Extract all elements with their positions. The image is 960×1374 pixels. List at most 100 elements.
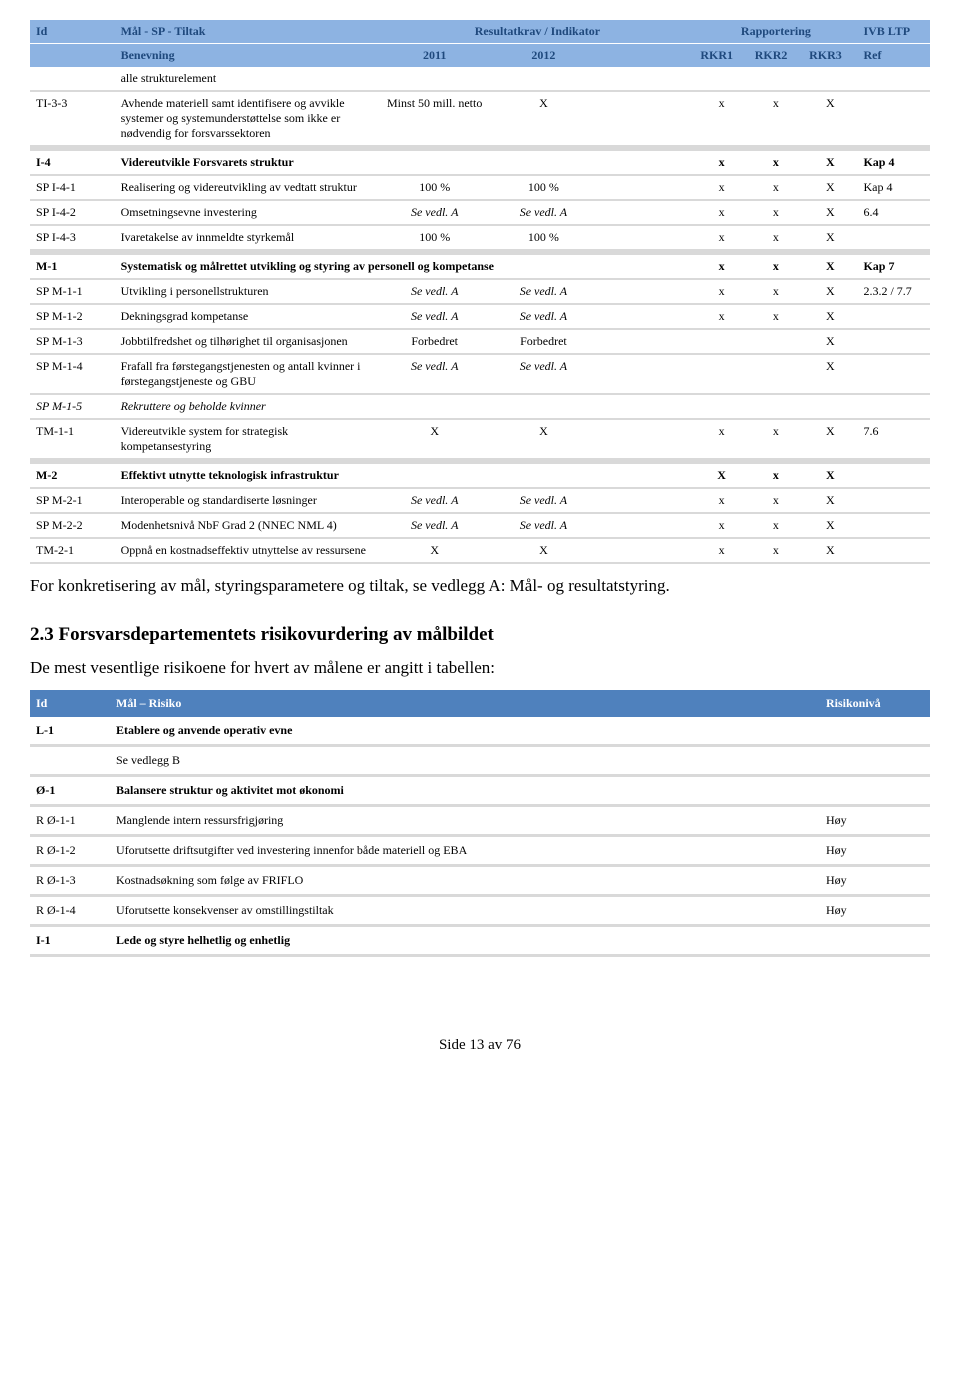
m1-r1: x: [694, 419, 748, 459]
m1-r2: [749, 329, 803, 354]
m1-ref: [857, 304, 930, 329]
m1-ex2: [646, 394, 694, 419]
m1-r1: [694, 329, 748, 354]
i4-ex1: [598, 225, 646, 250]
m2-r1: x: [694, 538, 748, 563]
m2-name: Modenhetsnivå NbF Grad 2 (NNEC NML 4): [115, 513, 381, 538]
top-row: TI-3-3Avhende materiell samt identifiser…: [30, 91, 930, 146]
risk-goal: Etablere og anvende operativ evne: [110, 717, 820, 746]
m1-id: SP M-1-3: [30, 329, 115, 354]
i4-id: SP I-4-2: [30, 200, 115, 225]
i4-name: Ivaretakelse av innmeldte styrkemål: [115, 225, 381, 250]
m1-r2: [749, 354, 803, 394]
m1-r3: [803, 394, 857, 419]
top-c2012: [489, 67, 598, 91]
m2-c2012: X: [489, 538, 598, 563]
i4-ex1: [598, 175, 646, 200]
top-r2: [749, 67, 803, 91]
m2-ex1: [598, 488, 646, 513]
i4-c2011: 100 %: [380, 175, 489, 200]
m2-r2: x: [749, 538, 803, 563]
m2-r2: x: [749, 513, 803, 538]
top-r3: [803, 67, 857, 91]
i4-row: SP I-4-2Omsetningsevne investeringSe ved…: [30, 200, 930, 225]
m1-c2012: [489, 394, 598, 419]
hdr-name: Benevning: [115, 44, 381, 68]
m1-c2012: Se vedl. A: [489, 279, 598, 304]
i4-r1: x: [694, 175, 748, 200]
m1-r3: X: [803, 329, 857, 354]
m1-r2: [749, 394, 803, 419]
m1-c2011: X: [380, 419, 489, 459]
m2-id: SP M-2-2: [30, 513, 115, 538]
m1-ref: [857, 394, 930, 419]
m1-r1: x: [694, 279, 748, 304]
risk-level: Høy: [820, 836, 930, 866]
risk-goal: Se vedlegg B: [110, 746, 820, 776]
paragraph-2: De mest vesentlige risikoene for hvert a…: [30, 658, 930, 678]
m1-ex2: [646, 279, 694, 304]
m1-id: TM-1-1: [30, 419, 115, 459]
m1-ref: 7.6: [857, 419, 930, 459]
m1-ex1: [598, 354, 646, 394]
m1-row: SP M-1-5Rekruttere og beholde kvinner: [30, 394, 930, 419]
risk-row: R Ø-1-3Kostnadsøkning som følge av FRIFL…: [30, 866, 930, 896]
top-ref: [857, 67, 930, 91]
i4-ex2: [646, 200, 694, 225]
risk-id: Ø-1: [30, 776, 110, 806]
risk-id: I-1: [30, 926, 110, 956]
hdr-goal: Mål - SP - Tiltak: [115, 20, 381, 44]
m1-r1: [694, 354, 748, 394]
m1-r1: x: [694, 304, 748, 329]
risk-header: Id Mål – Risiko Risikonivå: [30, 690, 930, 717]
m1-ex2: [646, 304, 694, 329]
risk-row: R Ø-1-4Uforutsette konsekvenser av omsti…: [30, 896, 930, 926]
top-ref: [857, 91, 930, 146]
m1-name: Utvikling i personellstrukturen: [115, 279, 381, 304]
m2-ref: [857, 488, 930, 513]
risk-id: R Ø-1-1: [30, 806, 110, 836]
m1-ex1: [598, 329, 646, 354]
m1-ref: 2.3.2 / 7.7: [857, 279, 930, 304]
m1-ref: [857, 354, 930, 394]
i4-c2012: 100 %: [489, 225, 598, 250]
m2-r3: X: [803, 538, 857, 563]
m1-row: SP M-1-1Utvikling i personellstrukturenS…: [30, 279, 930, 304]
m1-ex1: [598, 419, 646, 459]
i4-ex2: [646, 175, 694, 200]
risk-id: L-1: [30, 717, 110, 746]
m2-name: Oppnå en kostnadseffektiv utnyttelse av …: [115, 538, 381, 563]
m1-row: SP M-1-4Frafall fra førstegangstjenesten…: [30, 354, 930, 394]
top-name: Avhende materiell samt identifisere og a…: [115, 91, 381, 146]
risk-level: Høy: [820, 896, 930, 926]
m2-ex1: [598, 513, 646, 538]
risk-hdr-goal: Mål – Risiko: [110, 690, 820, 717]
risk-goal: Kostnadsøkning som følge av FRIFLO: [110, 866, 820, 896]
m1-c2012: Se vedl. A: [489, 304, 598, 329]
m1-ex2: [646, 354, 694, 394]
m1-r3: X: [803, 304, 857, 329]
m2-row: TM-2-1Oppnå en kostnadseffektiv utnyttel…: [30, 538, 930, 563]
top-r1: x: [694, 91, 748, 146]
m1-ex1: [598, 304, 646, 329]
top-row: alle strukturelement: [30, 67, 930, 91]
m2-ex2: [646, 513, 694, 538]
top-name: alle strukturelement: [115, 67, 381, 91]
m2-ref: [857, 538, 930, 563]
top-r3: X: [803, 91, 857, 146]
m2-name: Interoperable og standardiserte løsninge…: [115, 488, 381, 513]
hdr-ivb: IVB LTP: [857, 20, 930, 44]
risk-row: R Ø-1-2Uforutsette driftsutgifter ved in…: [30, 836, 930, 866]
top-ex2: [646, 91, 694, 146]
m1-ref: [857, 329, 930, 354]
m1-c2012: X: [489, 419, 598, 459]
hdr-2011: 2011: [380, 44, 489, 68]
i4-ex1: [598, 200, 646, 225]
risk-level: Høy: [820, 806, 930, 836]
m1-r1: [694, 394, 748, 419]
section-i4: I-4 Videreutvikle Forsvarets struktur x …: [30, 151, 930, 175]
top-c2011: Minst 50 mill. netto: [380, 91, 489, 146]
risk-level: [820, 746, 930, 776]
m1-c2011: Forbedret: [380, 329, 489, 354]
risk-table: Id Mål – Risiko Risikonivå L-1Etablere o…: [30, 690, 930, 957]
